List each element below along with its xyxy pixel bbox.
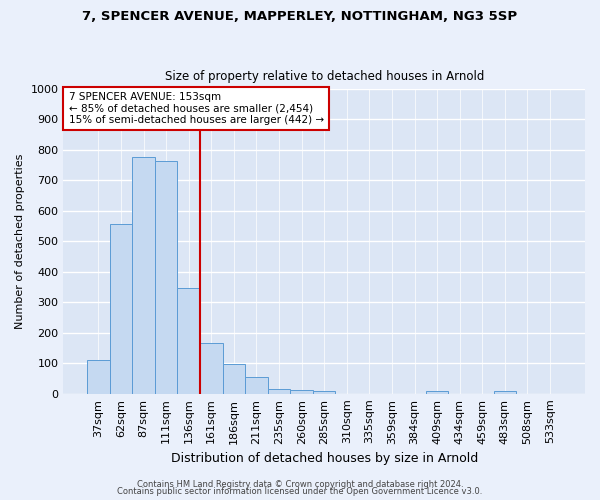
- Bar: [132, 158, 155, 394]
- Bar: [313, 392, 335, 394]
- Bar: [223, 364, 245, 394]
- X-axis label: Distribution of detached houses by size in Arnold: Distribution of detached houses by size …: [170, 452, 478, 465]
- Bar: [426, 391, 448, 394]
- Text: 7, SPENCER AVENUE, MAPPERLEY, NOTTINGHAM, NG3 5SP: 7, SPENCER AVENUE, MAPPERLEY, NOTTINGHAM…: [82, 10, 518, 23]
- Bar: [110, 224, 132, 394]
- Bar: [290, 390, 313, 394]
- Bar: [200, 344, 223, 394]
- Bar: [155, 160, 178, 394]
- Text: Contains HM Land Registry data © Crown copyright and database right 2024.: Contains HM Land Registry data © Crown c…: [137, 480, 463, 489]
- Bar: [494, 391, 516, 394]
- Text: 7 SPENCER AVENUE: 153sqm
← 85% of detached houses are smaller (2,454)
15% of sem: 7 SPENCER AVENUE: 153sqm ← 85% of detach…: [68, 92, 324, 125]
- Y-axis label: Number of detached properties: Number of detached properties: [15, 154, 25, 329]
- Text: Contains public sector information licensed under the Open Government Licence v3: Contains public sector information licen…: [118, 487, 482, 496]
- Bar: [245, 377, 268, 394]
- Bar: [87, 360, 110, 394]
- Bar: [178, 288, 200, 394]
- Title: Size of property relative to detached houses in Arnold: Size of property relative to detached ho…: [164, 70, 484, 84]
- Bar: [268, 389, 290, 394]
